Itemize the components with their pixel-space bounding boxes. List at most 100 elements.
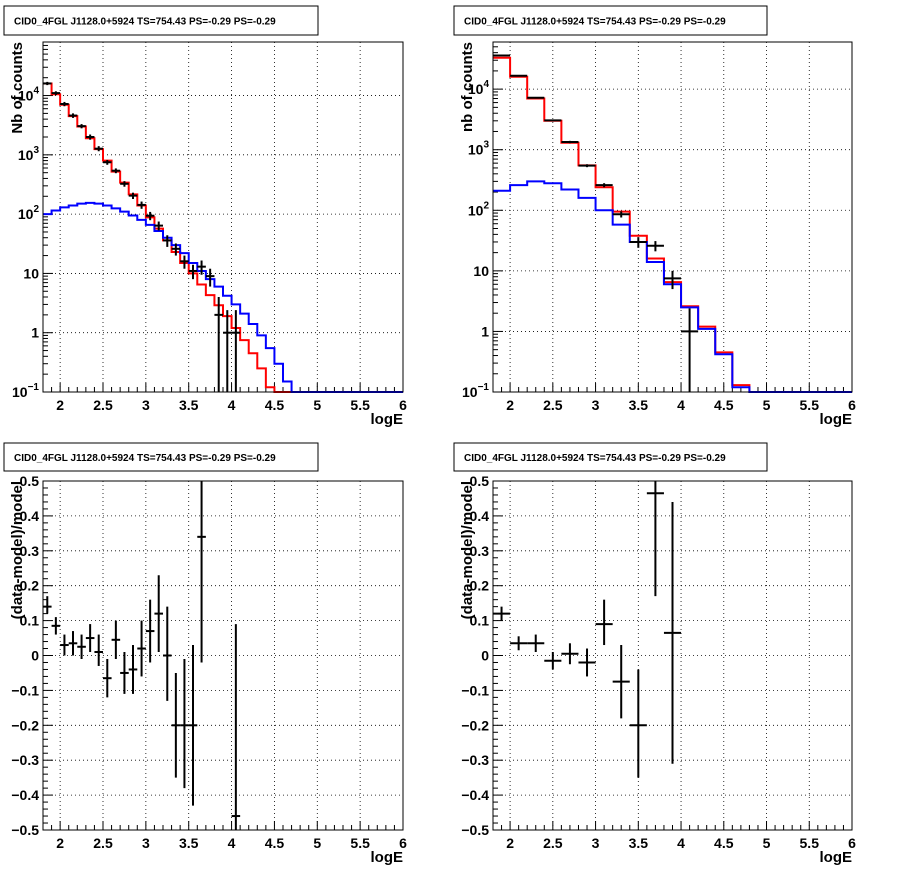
data-point [544, 119, 562, 122]
chart-title: CID0_4FGL J1128.0+5924 TS=754.43 PS=-0.2… [14, 453, 276, 464]
data-point [544, 652, 562, 670]
y-tick-label: 1 [31, 325, 39, 341]
x-tick-label: 3 [142, 835, 150, 851]
data-point [94, 146, 103, 152]
histogram-series-0 [43, 82, 403, 393]
data-point [561, 140, 579, 144]
y-tick-label: −0.5 [11, 822, 39, 838]
data-point [681, 308, 699, 392]
plot-frame [42, 41, 404, 393]
y-tick-label: −0.4 [11, 787, 39, 803]
x-tick-label: 2 [506, 397, 514, 413]
plot-frame [492, 480, 853, 831]
y-tick-label: 104 [468, 79, 490, 97]
data-point [51, 617, 61, 635]
x-tick-label: 5 [313, 835, 321, 851]
data-point [527, 96, 545, 99]
x-tick-label: 4 [228, 835, 236, 851]
data-point [214, 297, 223, 392]
x-tick-label: 4.5 [265, 397, 285, 413]
x-tick-label: 2 [56, 397, 64, 413]
data-point [128, 645, 138, 694]
data-point [43, 596, 52, 614]
y-tick-label: 102 [468, 200, 490, 218]
x-tick-label: 4.5 [714, 835, 734, 851]
y-tick-label: −0.3 [461, 752, 489, 768]
data-point [510, 636, 528, 651]
data-point [663, 270, 682, 290]
x-tick-label: 2 [56, 835, 64, 851]
data-point [154, 221, 163, 231]
data-point [646, 241, 664, 252]
x-tick-label: 3.5 [629, 835, 649, 851]
data-point [43, 81, 52, 86]
x-tick-label: 3.5 [179, 835, 199, 851]
data-point [163, 235, 172, 247]
chart-title: CID0_4FGL J1128.0+5924 TS=754.43 PS=-0.2… [464, 17, 726, 28]
plot-frame [42, 480, 404, 831]
x-axis-label: logE [371, 411, 404, 428]
data-point [188, 645, 198, 806]
plot-frame [492, 41, 853, 393]
y-tick-label: 0.3 [470, 543, 490, 559]
data-point [163, 606, 172, 701]
y-tick-label: 103 [468, 140, 490, 158]
x-tick-label: 6 [399, 397, 407, 413]
y-tick-label: −0.2 [11, 717, 39, 733]
data-point [197, 481, 206, 663]
chart-panel-top-left: 2 2.5 3 3.5 4 4.5 5 5.5 6 10−1 1 10 102 103 104 logE Nb … [3, 5, 407, 428]
data-point [68, 113, 78, 118]
x-tick-label: 2.5 [543, 397, 563, 413]
y-tick-label: 0.5 [470, 473, 490, 489]
data-point [60, 101, 69, 107]
y-axis-label: Nb of counts [9, 42, 26, 134]
data-point [137, 201, 146, 209]
data-point [51, 91, 61, 96]
y-tick-label: 10 [473, 263, 489, 279]
chart-title-box [453, 5, 768, 36]
y-tick-label: 104 [18, 86, 40, 104]
y-tick-label: 0.1 [20, 613, 40, 629]
data-point [629, 237, 647, 248]
data-point [527, 634, 545, 653]
x-tick-label: 2 [506, 835, 514, 851]
x-axis-label: logE [371, 849, 404, 866]
data-point [85, 134, 95, 140]
y-tick-label: 0.1 [470, 613, 490, 629]
data-point [120, 181, 129, 187]
data-point [145, 599, 155, 663]
data-point [510, 74, 528, 77]
data-point [197, 260, 206, 275]
data-point [154, 575, 163, 653]
data-point [578, 648, 596, 677]
x-tick-label: 6 [399, 835, 407, 851]
y-tick-label: 102 [18, 204, 40, 222]
x-tick-label: 4 [677, 397, 685, 413]
x-tick-label: 5.5 [800, 397, 820, 413]
data-point [188, 264, 198, 280]
y-tick-label: 10−1 [462, 382, 489, 400]
data-point [561, 643, 579, 665]
x-tick-label: 3 [592, 397, 600, 413]
y-tick-label: 0 [481, 648, 489, 664]
y-axis-label: (data-model)/model [459, 481, 476, 619]
x-tick-label: 3 [592, 835, 600, 851]
data-point [578, 164, 596, 168]
data-point [137, 620, 146, 677]
y-tick-label: 103 [18, 145, 40, 163]
x-tick-label: 2.5 [93, 835, 113, 851]
chart-title: CID0_4FGL J1128.0+5924 TS=754.43 PS=-0.2… [464, 453, 726, 464]
data-point [94, 634, 103, 666]
histogram-series-1 [43, 201, 403, 393]
chart-panel-bottom-right: 2 2.5 3 3.5 4 4.5 5 5.5 6 −0.5 −0.4 −0.3 −0.2 −0.1 0 0.… [453, 442, 856, 866]
data-point [145, 211, 155, 221]
data-point [663, 501, 682, 764]
x-tick-label: 4.5 [265, 835, 285, 851]
y-tick-label: 0.5 [20, 473, 40, 489]
chart-title-box [3, 5, 319, 36]
x-axis-label: logE [820, 411, 853, 428]
data-point [595, 183, 613, 188]
data-point [171, 672, 181, 778]
x-tick-label: 2.5 [93, 397, 113, 413]
data-point [231, 624, 241, 830]
